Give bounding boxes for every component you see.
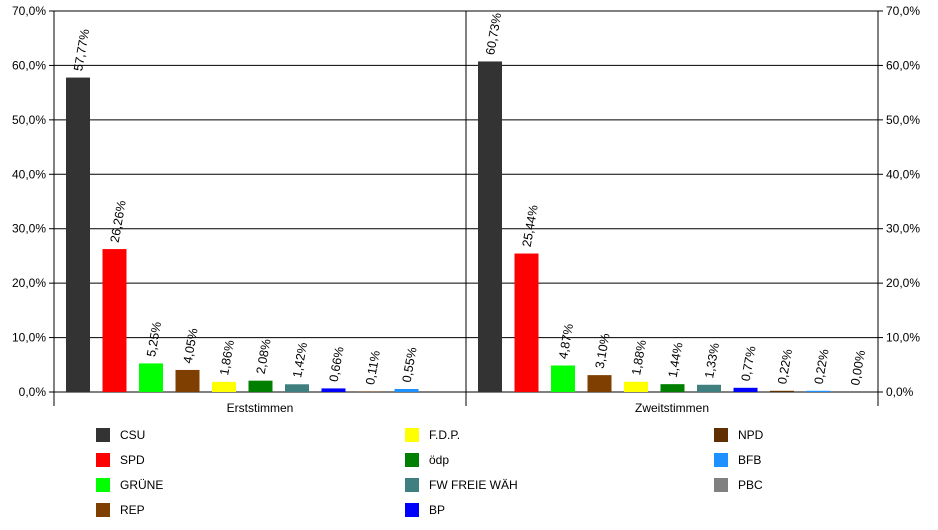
bar [285,384,309,392]
data-label: 1,44% [666,341,686,378]
y-tick-label-left: 40,0% [12,167,46,181]
data-label: 1,86% [217,339,237,376]
legend-swatch [714,453,728,467]
legend-swatch [405,453,419,467]
y-tick-label-right: 10,0% [886,331,920,345]
legend-label: BP [429,503,445,517]
bar [660,384,685,392]
y-tick-label-left: 30,0% [12,222,46,236]
bar [212,381,236,392]
data-label: 4,87% [556,323,576,360]
bar [394,389,419,392]
y-tick-label-right: 50,0% [886,113,920,127]
legend-swatch [714,428,728,442]
y-tick-label-left: 50,0% [12,113,46,127]
legend-swatch [96,453,110,467]
bar [770,390,794,392]
bar [321,388,346,392]
legend-swatch [714,478,728,492]
y-tick-label-right: 60,0% [886,58,920,72]
y-tick-label-right: 30,0% [886,222,920,236]
bar [102,249,127,392]
data-label: 5,25% [144,321,164,358]
y-tick-label-right: 70,0% [886,4,920,18]
legend-label: GRÜNE [120,478,163,492]
bar [697,384,721,392]
category-labels: Erststimmen Zweitstimmen [227,401,709,415]
bars [66,61,831,393]
data-label: 0,66% [327,346,347,383]
y-tick-label-left: 70,0% [12,4,46,18]
legend-label: REP [120,503,145,517]
bar [624,381,648,392]
bar [587,375,612,392]
bar [358,391,382,392]
category-label: Erststimmen [227,401,294,415]
legend-label: ödp [429,453,449,467]
legend-label: F.D.P. [429,428,460,442]
bar [248,380,273,392]
y-tick-label-left: 20,0% [12,276,46,290]
legend-label: SPD [120,453,145,467]
data-label: 2,08% [254,338,274,375]
data-label: 0,00% [848,349,868,386]
bar [551,365,575,392]
legend-swatch [405,503,419,517]
legend-label: BFB [738,453,761,467]
y-tick-label-left: 0,0% [19,385,47,399]
data-label: 0,22% [775,348,795,385]
bar [66,77,90,393]
axes [49,10,883,406]
bar [806,390,831,392]
legend-label: FW FREIE WÄH [429,478,518,492]
legend-swatch [96,503,110,517]
data-label: 0,11% [363,349,383,385]
y-tick-label-left: 10,0% [12,331,46,345]
legend-swatch [96,428,110,442]
legend-swatch [405,478,419,492]
legend: CSU SPD GRÜNE REP F.D.P. ödp FW FREIE WÄH BP NPD… [96,428,764,517]
data-label: 26,26% [108,199,129,243]
legend-label: PBC [738,478,763,492]
data-label: 0,22% [812,348,832,385]
data-label: 1,42% [290,341,310,378]
y-axis-right-ticks: 0,0% 10,0% 20,0% 30,0% 40,0% 50,0% 60,0% 70,0% [886,4,920,399]
data-labels: 57,77%26,26%5,25% 4,05% 1,86% 2,08% 1,42% 0,6… [71,12,868,387]
y-tick-label-left: 60,0% [12,58,46,72]
bar [478,61,502,392]
bar [514,253,539,392]
data-label: 0,55% [400,346,420,383]
data-label: 0,77% [739,345,759,382]
data-label: 1,33% [702,342,722,379]
bar [175,369,200,392]
y-tick-label-right: 0,0% [886,385,914,399]
bar [733,387,758,392]
category-label: Zweitstimmen [635,401,709,415]
bar [139,363,163,392]
y-tick-label-right: 40,0% [886,167,920,181]
data-label: 3,10% [593,332,613,369]
legend-swatch [405,428,419,442]
legend-swatch [96,478,110,492]
data-label: 25,44% [520,204,541,248]
legend-label: NPD [738,428,764,442]
data-label: 4,05% [181,327,201,364]
y-tick-label-right: 20,0% [886,276,920,290]
data-label: 1,88% [629,339,649,376]
legend-label: CSU [120,428,145,442]
y-axis-left-ticks: 0,0% 10,0% 20,0% 30,0% 40,0% 50,0% 60,0% 70,0% [12,4,46,399]
data-label: 60,73% [483,12,504,56]
